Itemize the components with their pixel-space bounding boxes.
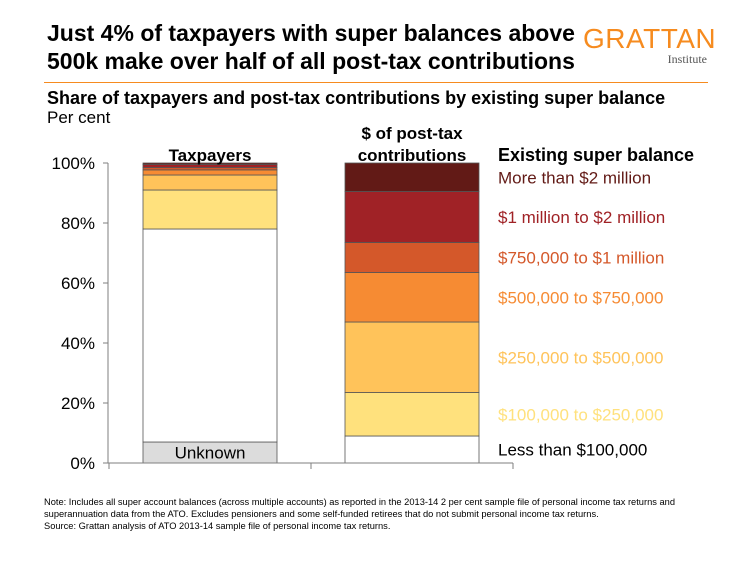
y-tick-label: 20%	[61, 394, 95, 413]
y-tick-label: 100%	[52, 154, 95, 173]
bar-segment	[142, 169, 278, 176]
bar-segment	[142, 189, 278, 230]
legend-title: Existing super balance	[498, 145, 694, 165]
logo-name: GRATTAN	[583, 23, 717, 54]
bar-segment	[344, 321, 480, 393]
bar-segment	[142, 228, 278, 443]
category-label: contributions	[358, 146, 467, 165]
legend-entry: $500,000 to $750,000	[498, 288, 663, 307]
legend-entry: $750,000 to $1 million	[498, 249, 664, 268]
unit-label: Per cent	[47, 108, 111, 127]
chart-note: Note: Includes all super account balance…	[44, 496, 714, 532]
legend-entry: $1 million to $2 million	[498, 208, 665, 227]
category-label: $ of post-tax	[361, 124, 463, 143]
bar-segment	[344, 392, 480, 437]
segment-label-unknown: Unknown	[175, 444, 246, 463]
legend-entry: Less than $100,000	[498, 441, 647, 460]
legend-entry: $250,000 to $500,000	[498, 348, 663, 367]
bar-segment	[344, 242, 480, 273]
y-tick-label: 0%	[70, 454, 95, 473]
bar-segment	[344, 191, 480, 243]
legend-entry: $100,000 to $250,000	[498, 405, 663, 424]
y-tick-label: 60%	[61, 274, 95, 293]
logo-sub: Institute	[667, 52, 707, 66]
bar-segment	[344, 162, 480, 192]
note-text: Note: Includes all super account balance…	[44, 497, 675, 519]
bar-segment	[142, 162, 278, 165]
bar-segment	[142, 174, 278, 191]
y-tick-label: 80%	[61, 214, 95, 233]
grattan-logo: GRATTAN Institute	[583, 23, 717, 66]
title-rule	[44, 82, 708, 83]
category-label: Taxpayers	[169, 146, 252, 165]
chart-title: Just 4% of taxpayers with super balances…	[47, 20, 575, 74]
bar-segment	[344, 272, 480, 323]
source-text: Source: Grattan analysis of ATO 2013-14 …	[44, 521, 391, 531]
chart-subtitle: Share of taxpayers and post-tax contribu…	[47, 88, 666, 108]
bar-segment	[344, 435, 480, 464]
y-tick-label: 40%	[61, 334, 95, 353]
legend-entry: More than $2 million	[498, 168, 651, 187]
